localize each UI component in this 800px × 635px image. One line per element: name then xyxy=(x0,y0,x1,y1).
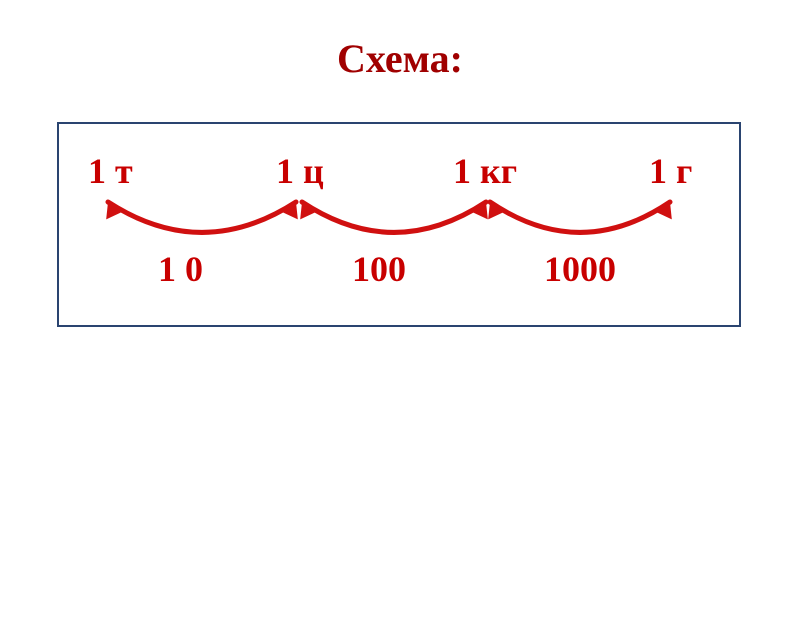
conversion-factor-1: 100 xyxy=(352,248,406,290)
conversion-factor-2: 1000 xyxy=(544,248,616,290)
diagram-title: Схема: xyxy=(0,35,800,82)
conversion-factor-0: 1 0 xyxy=(158,248,203,290)
